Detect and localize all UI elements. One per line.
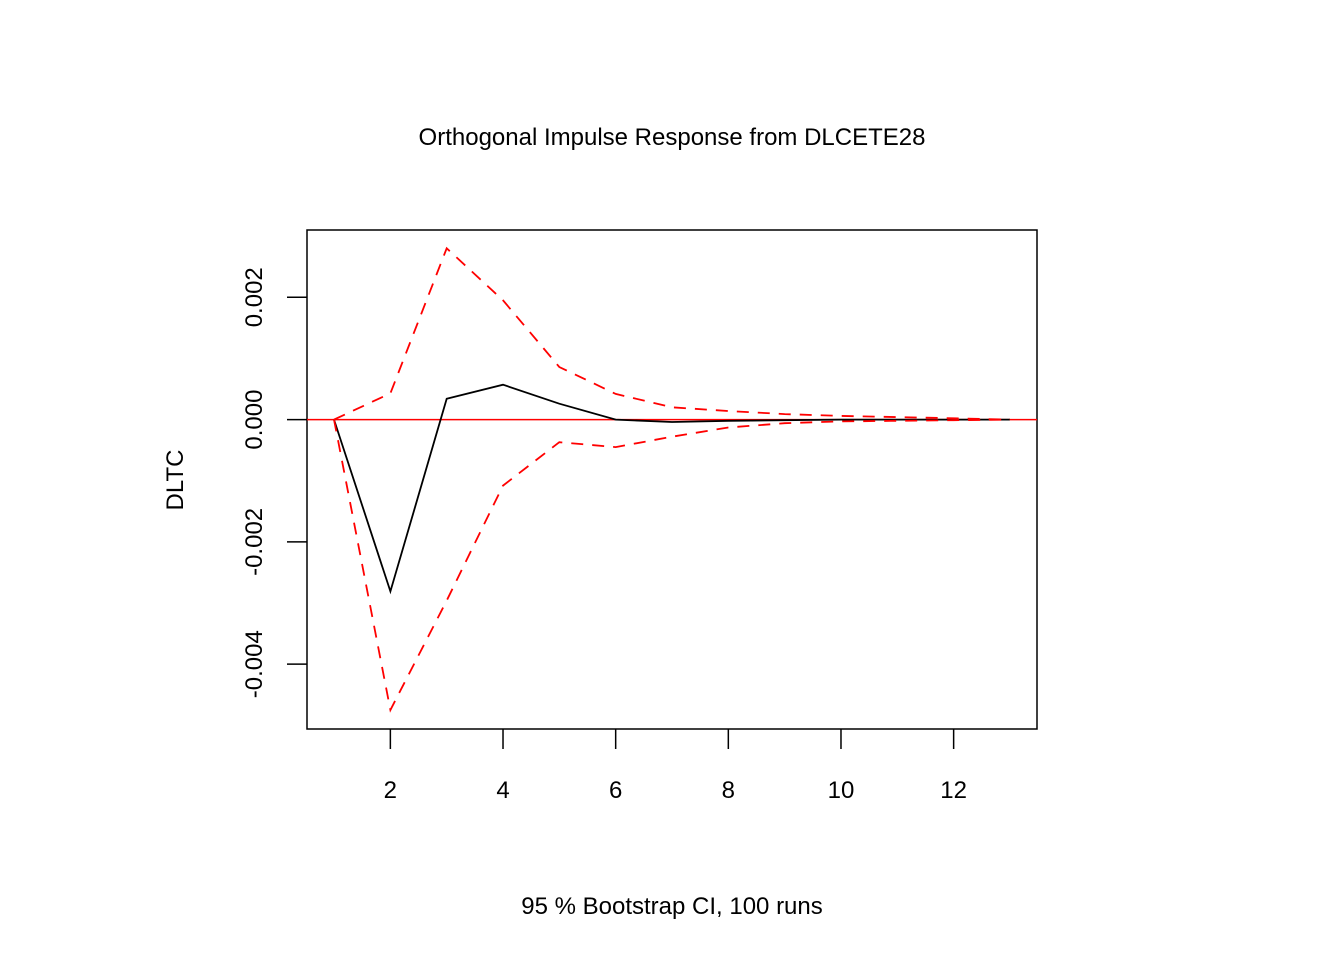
x-tick-label: 4 <box>496 777 509 804</box>
y-tick-label: 0.000 <box>241 390 268 450</box>
chart-title: Orthogonal Impulse Response from DLCETE2… <box>419 124 926 151</box>
x-tick-label: 2 <box>384 777 397 804</box>
y-tick-label: 0.002 <box>241 267 268 327</box>
y-tick-label: -0.004 <box>241 630 268 698</box>
series-lower-line <box>333 418 1011 713</box>
y-axis-label: DLTC <box>162 450 189 511</box>
x-axis-label: 95 % Bootstrap CI, 100 runs <box>521 893 823 920</box>
x-tick-label: 8 <box>722 777 735 804</box>
x-tick-label: 6 <box>609 777 622 804</box>
plot-frame <box>306 229 1038 730</box>
x-tick-label: 12 <box>940 777 967 804</box>
series-response-line <box>333 383 1010 595</box>
series-upper-line <box>333 246 1011 421</box>
x-tick-label: 10 <box>828 777 855 804</box>
y-tick-label: -0.002 <box>241 508 268 576</box>
